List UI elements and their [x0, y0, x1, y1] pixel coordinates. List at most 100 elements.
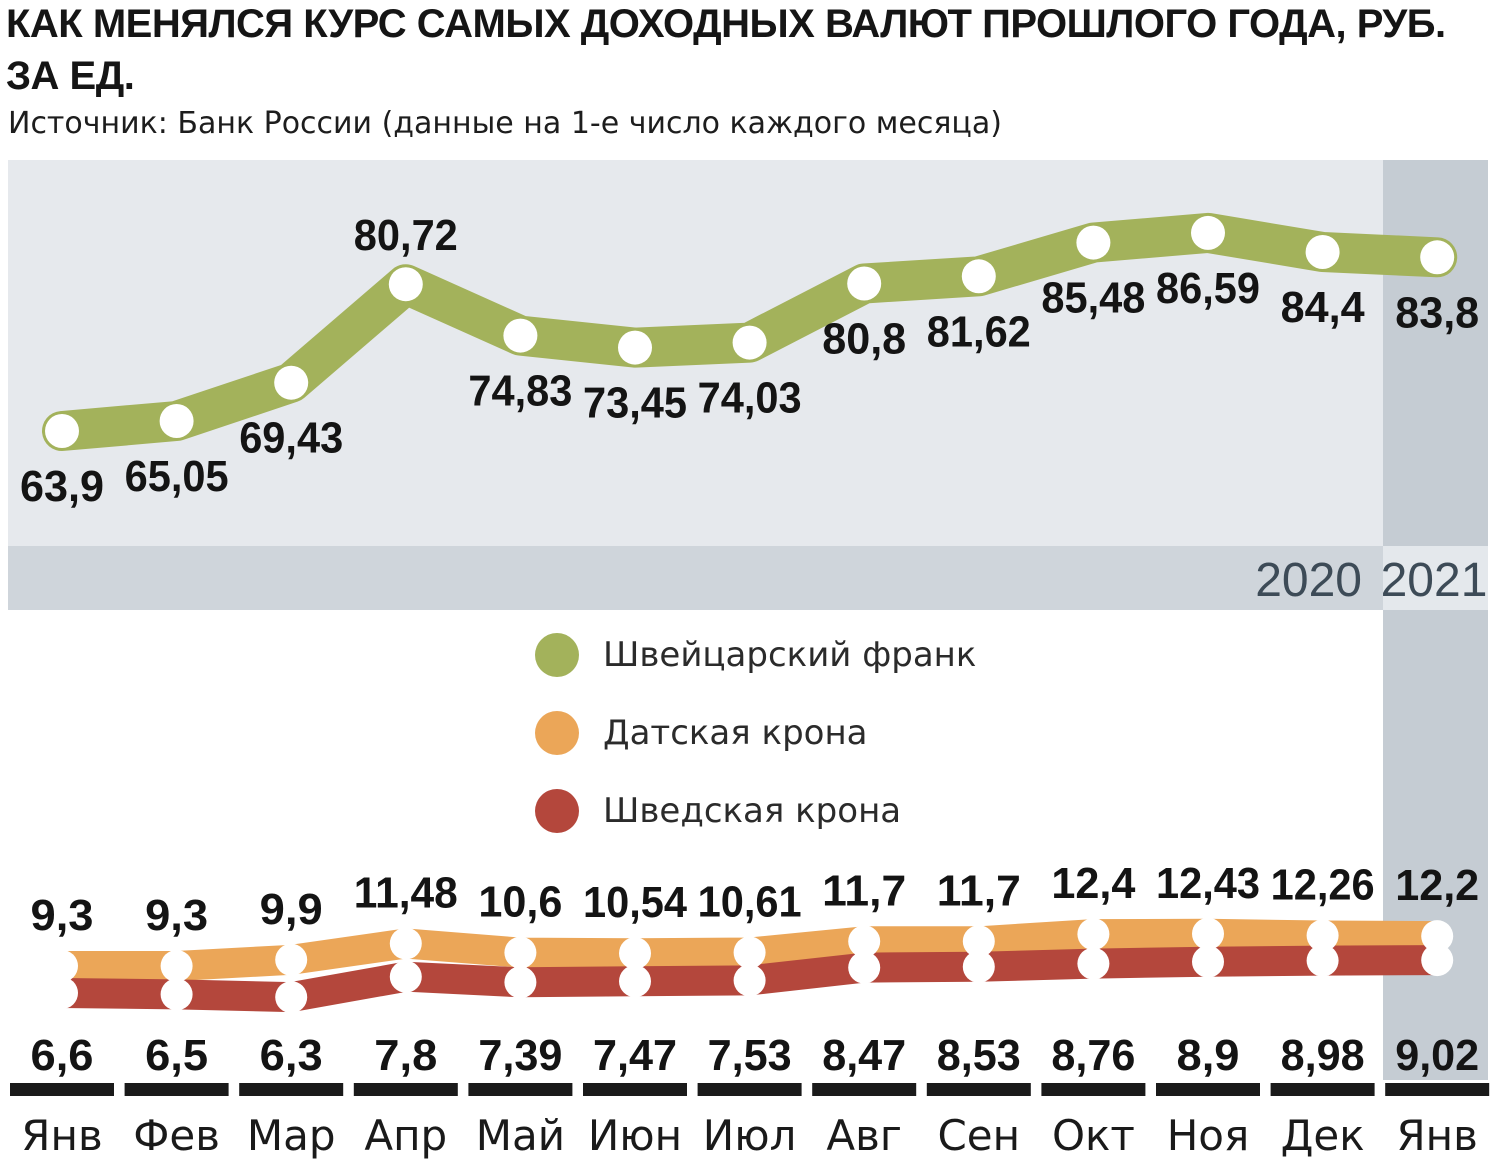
- month-label: Июл: [703, 1111, 797, 1160]
- chart-subtitle: Источник: Банк России (данные на 1-е чис…: [8, 106, 1002, 141]
- dkk-value-label: 12,4: [1051, 859, 1136, 908]
- month-label: Мар: [247, 1111, 336, 1160]
- axis-segment: [353, 1083, 458, 1096]
- chf-value-label: 84,4: [1281, 283, 1366, 332]
- dkk-value-label: 12,26: [1271, 861, 1375, 910]
- dkk-value-label: 11,7: [822, 866, 906, 915]
- chf-value-label: 80,72: [354, 211, 458, 260]
- sek-point: [1421, 944, 1454, 977]
- chf-point: [961, 259, 996, 294]
- dkk-value-label: 12,2: [1395, 861, 1479, 910]
- sek-value-label: 6,5: [145, 1031, 208, 1080]
- chf-point: [1076, 225, 1111, 260]
- dkk-value-label: 9,3: [145, 891, 208, 940]
- sek-value-label: 8,76: [1051, 1031, 1135, 1080]
- sek-point: [1192, 945, 1224, 978]
- month-label: Окт: [1052, 1111, 1135, 1160]
- axis-segment: [926, 1083, 1031, 1096]
- sek-point: [275, 981, 308, 1014]
- dkk-value-label: 9,9: [260, 885, 323, 934]
- dkk-point: [504, 936, 537, 969]
- month-label: Янв: [21, 1111, 102, 1160]
- axis-segment: [10, 1083, 114, 1096]
- sek-value-label: 9,02: [1395, 1031, 1479, 1080]
- year-label-2021: 2021: [1381, 554, 1488, 607]
- sek-value-label: 8,47: [822, 1031, 906, 1080]
- year-band-highlight: [1383, 546, 1488, 610]
- dkk-point: [1192, 917, 1224, 950]
- sek-point: [389, 960, 422, 993]
- axis-segment: [468, 1083, 573, 1096]
- legend-marker-chf: [535, 633, 579, 677]
- legend-marker-dkk: [535, 711, 579, 755]
- dkk-point: [962, 925, 995, 958]
- chf-value-label: 81,62: [927, 307, 1031, 356]
- month-label: Фев: [133, 1111, 220, 1160]
- dkk-point: [275, 943, 308, 976]
- sek-value-label: 8,53: [937, 1031, 1021, 1080]
- chf-point: [45, 414, 79, 448]
- year-label-2020: 2020: [1255, 554, 1362, 607]
- month-label: Сен: [937, 1111, 1020, 1160]
- sek-value-label: 6,6: [31, 1031, 94, 1080]
- sek-value-label: 8,9: [1177, 1031, 1240, 1080]
- dkk-point: [389, 927, 422, 960]
- dkk-point: [1421, 920, 1454, 953]
- legend-label-chf: Швейцарский франк: [603, 635, 976, 675]
- sek-point: [848, 951, 881, 984]
- sek-value-label: 6,3: [260, 1031, 323, 1080]
- chart-x-axis: Янв Фев Мар Апр Май Июн Июл Авг Сен Окт Ноя Дек Янв: [10, 1083, 1490, 1160]
- sek-point: [504, 966, 537, 999]
- sek-value-label: 7,47: [593, 1031, 677, 1080]
- chf-point: [503, 318, 538, 353]
- sek-point: [619, 965, 651, 998]
- dkk-point: [1306, 919, 1339, 952]
- chf-value-label: 63,9: [20, 462, 104, 511]
- sek-value-label: 8,98: [1281, 1031, 1365, 1080]
- chf-point: [1191, 215, 1225, 250]
- chf-point: [1420, 240, 1455, 275]
- chf-point: [274, 365, 309, 400]
- dkk-value-label: 10,6: [478, 878, 562, 927]
- chf-value-label: 69,43: [239, 414, 343, 463]
- legend-marker-sek: [535, 789, 579, 833]
- month-label: Апр: [364, 1111, 447, 1160]
- axis-segment: [1270, 1083, 1375, 1096]
- sek-value-label: 7,8: [374, 1031, 437, 1080]
- axis-segment: [124, 1083, 229, 1096]
- sek-point: [46, 977, 78, 1009]
- dkk-value-label: 10,54: [583, 878, 687, 927]
- upper-panel-highlight: [1383, 160, 1488, 546]
- sek-point: [1306, 944, 1339, 977]
- sek-point: [962, 950, 995, 983]
- chf-value-label: 80,8: [822, 315, 906, 364]
- axis-segment: [1385, 1083, 1490, 1096]
- year-band: [8, 546, 1488, 610]
- chf-point: [618, 330, 652, 365]
- dkk-point: [619, 937, 651, 970]
- axis-segment: [812, 1083, 917, 1096]
- sek-value-label: 7,39: [478, 1031, 562, 1080]
- dkk-value-label: 12,43: [1156, 859, 1260, 908]
- axis-segment: [697, 1083, 802, 1096]
- chf-point: [388, 267, 423, 302]
- axis-segment: [1156, 1083, 1260, 1096]
- dkk-point: [160, 950, 193, 982]
- sek-value-label: 7,53: [708, 1031, 792, 1080]
- dkk-point: [46, 950, 78, 982]
- month-label: Янв: [1396, 1111, 1477, 1160]
- legend-label-sek: Шведская крона: [603, 791, 901, 831]
- chf-value-label: 83,8: [1395, 288, 1479, 337]
- dkk-value-label: 11,7: [937, 866, 1021, 915]
- dkk-value-label: 9,3: [31, 891, 94, 940]
- axis-segment: [239, 1083, 344, 1096]
- chf-point: [159, 404, 194, 438]
- chart-title: КАК МЕНЯЛСЯ КУРС САМЫХ ДОХОДНЫХ ВАЛЮТ ПР…: [6, 2, 1446, 98]
- month-label: Авг: [826, 1111, 902, 1160]
- dkk-point: [1077, 918, 1110, 951]
- chf-value-label: 73,45: [583, 379, 687, 428]
- month-label: Июн: [588, 1111, 682, 1160]
- chf-value-label: 74,03: [698, 374, 802, 423]
